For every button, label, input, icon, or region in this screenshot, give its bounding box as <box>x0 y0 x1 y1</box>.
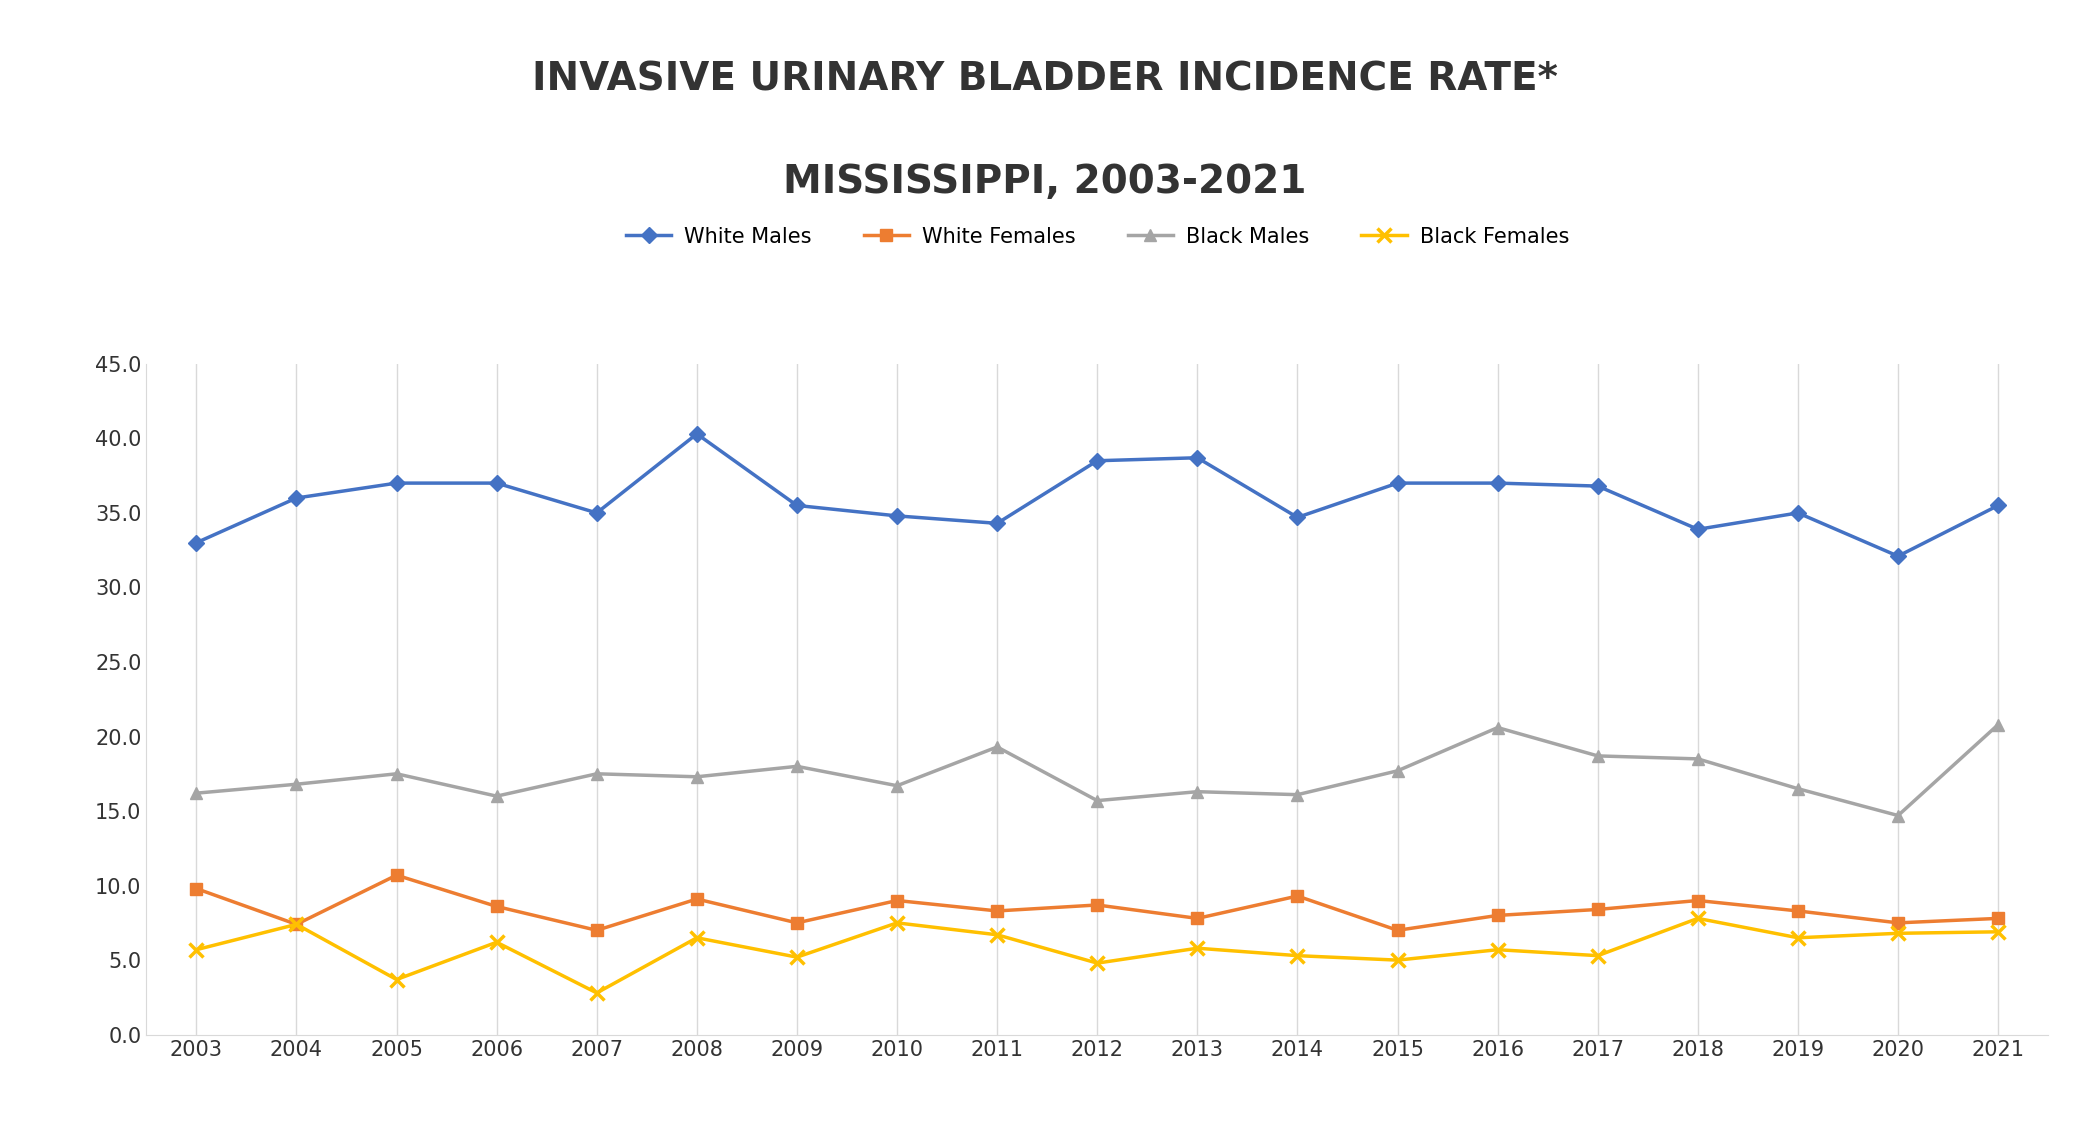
Black Males <box>1285 788 1310 802</box>
White Males <box>1885 549 1910 563</box>
White Males <box>683 428 709 441</box>
White Males <box>1386 476 1411 490</box>
Black Females <box>1785 931 1810 945</box>
White Females <box>1085 898 1110 912</box>
White Females <box>184 882 209 896</box>
White Females <box>1584 903 1609 916</box>
Black Males <box>485 789 510 803</box>
White Males <box>884 509 909 523</box>
Black Males <box>585 767 610 781</box>
Black Males <box>1584 749 1609 763</box>
Black Females <box>1085 956 1110 970</box>
Black Females <box>284 918 309 931</box>
White Females <box>683 893 709 906</box>
White Males <box>385 476 410 490</box>
Black Females <box>884 916 909 930</box>
Black Males <box>683 770 709 783</box>
Black Males <box>385 767 410 781</box>
Black Females <box>1185 941 1210 955</box>
Line: Black Females: Black Females <box>190 912 2004 999</box>
Line: White Females: White Females <box>190 870 2004 936</box>
White Females <box>1285 889 1310 903</box>
White Females <box>1386 923 1411 937</box>
Black Females <box>1285 949 1310 963</box>
Black Females <box>984 928 1009 941</box>
Black Males <box>884 779 909 792</box>
Black Females <box>1386 953 1411 966</box>
Black Females <box>385 972 410 986</box>
Black Males <box>1885 808 1910 822</box>
White Females <box>585 923 610 937</box>
Line: Black Males: Black Males <box>190 719 2004 821</box>
White Males <box>485 476 510 490</box>
Text: INVASIVE URINARY BLADDER INCIDENCE RATE*: INVASIVE URINARY BLADDER INCIDENCE RATE* <box>533 60 1557 99</box>
Black Females <box>1486 943 1511 956</box>
Black Females <box>485 936 510 949</box>
White Females <box>1486 908 1511 922</box>
White Males <box>1185 451 1210 465</box>
White Females <box>1185 912 1210 926</box>
Black Females <box>1885 927 1910 940</box>
Black Males <box>1785 782 1810 796</box>
Black Females <box>683 931 709 945</box>
White Males <box>1085 454 1110 467</box>
White Males <box>1584 480 1609 493</box>
White Females <box>884 894 909 907</box>
White Females <box>485 899 510 913</box>
Black Males <box>1486 721 1511 735</box>
White Males <box>984 516 1009 530</box>
White Females <box>1885 916 1910 930</box>
White Males <box>184 536 209 549</box>
White Males <box>1986 499 2011 513</box>
Black Females <box>585 986 610 999</box>
Text: MISSISSIPPI, 2003-2021: MISSISSIPPI, 2003-2021 <box>784 163 1306 201</box>
White Males <box>585 506 610 520</box>
Black Males <box>284 778 309 791</box>
Black Females <box>1584 949 1609 963</box>
Black Males <box>184 787 209 800</box>
Black Males <box>1085 794 1110 807</box>
Line: White Males: White Males <box>190 429 2004 562</box>
White Males <box>1486 476 1511 490</box>
White Males <box>1285 511 1310 524</box>
Black Females <box>784 951 809 964</box>
White Females <box>1685 894 1710 907</box>
White Females <box>784 916 809 930</box>
White Females <box>1986 912 2011 926</box>
Black Males <box>1386 764 1411 778</box>
Black Females <box>1986 926 2011 939</box>
Black Females <box>184 943 209 956</box>
White Females <box>385 869 410 882</box>
Black Males <box>1185 785 1210 798</box>
Black Males <box>1986 717 2011 731</box>
White Females <box>1785 904 1810 918</box>
Black Females <box>1685 912 1710 926</box>
Legend: White Males, White Females, Black Males, Black Females: White Males, White Females, Black Males,… <box>625 226 1570 247</box>
White Males <box>1685 523 1710 537</box>
Black Males <box>784 760 809 773</box>
White Males <box>784 499 809 513</box>
White Males <box>1785 506 1810 520</box>
White Males <box>284 491 309 505</box>
White Females <box>284 918 309 931</box>
Black Males <box>984 740 1009 754</box>
White Females <box>984 904 1009 918</box>
Black Males <box>1685 752 1710 765</box>
